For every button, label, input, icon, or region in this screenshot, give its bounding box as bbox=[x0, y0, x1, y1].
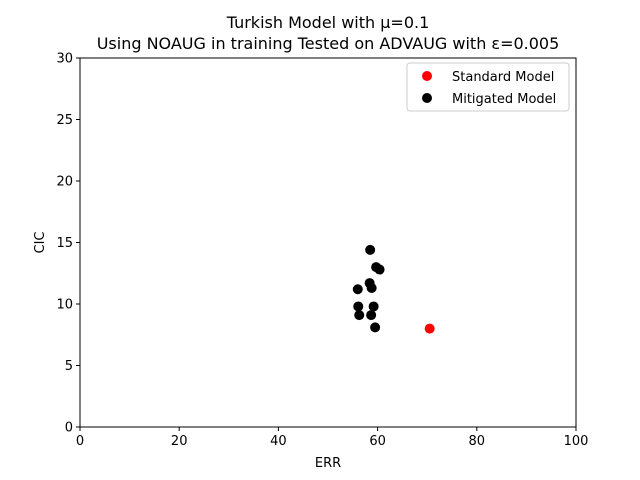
legend-marker-standard-model bbox=[422, 71, 432, 81]
x-tick-label: 20 bbox=[171, 434, 188, 449]
data-points bbox=[352, 244, 435, 334]
point-mitigated-model bbox=[368, 301, 379, 312]
y-tick-label: 30 bbox=[56, 52, 73, 67]
legend-label-standard-model: Standard Model bbox=[452, 70, 554, 85]
point-mitigated-model bbox=[370, 322, 381, 333]
point-mitigated-model bbox=[374, 264, 385, 275]
chart-title: Turkish Model with μ=0.1 bbox=[226, 13, 430, 32]
y-tick-label: 10 bbox=[56, 298, 73, 313]
y-tick-label: 5 bbox=[65, 359, 73, 374]
point-standard-model bbox=[424, 323, 435, 334]
y-tick-label: 25 bbox=[56, 113, 73, 128]
plot-area bbox=[79, 57, 577, 428]
legend-label-mitigated-model: Mitigated Model bbox=[452, 92, 556, 107]
x-axis: 0 20 40 60 80 100 bbox=[76, 427, 589, 449]
point-mitigated-model bbox=[352, 284, 363, 295]
point-mitigated-model bbox=[365, 244, 376, 255]
legend-marker-mitigated-model bbox=[422, 93, 432, 103]
y-axis: 0 5 10 15 20 25 30 bbox=[56, 52, 80, 436]
x-axis-label: ERR bbox=[315, 456, 341, 471]
y-tick-label: 15 bbox=[56, 236, 73, 251]
x-tick-label: 60 bbox=[369, 434, 386, 449]
point-mitigated-model bbox=[366, 283, 377, 294]
legend-box bbox=[406, 62, 570, 112]
x-tick-label: 40 bbox=[270, 434, 287, 449]
x-tick-label: 80 bbox=[469, 434, 486, 449]
y-tick-label: 0 bbox=[65, 421, 73, 436]
y-axis-label: CIC bbox=[33, 232, 48, 254]
legend: Standard Model Mitigated Model bbox=[406, 62, 570, 112]
point-mitigated-model bbox=[353, 301, 364, 312]
point-mitigated-model bbox=[354, 310, 365, 321]
y-tick-label: 20 bbox=[56, 175, 73, 190]
chart-subtitle: Using NOAUG in training Tested on ADVAUG… bbox=[97, 34, 560, 53]
point-mitigated-model bbox=[366, 310, 377, 321]
x-tick-label: 100 bbox=[564, 434, 589, 449]
x-tick-label: 0 bbox=[76, 434, 84, 449]
